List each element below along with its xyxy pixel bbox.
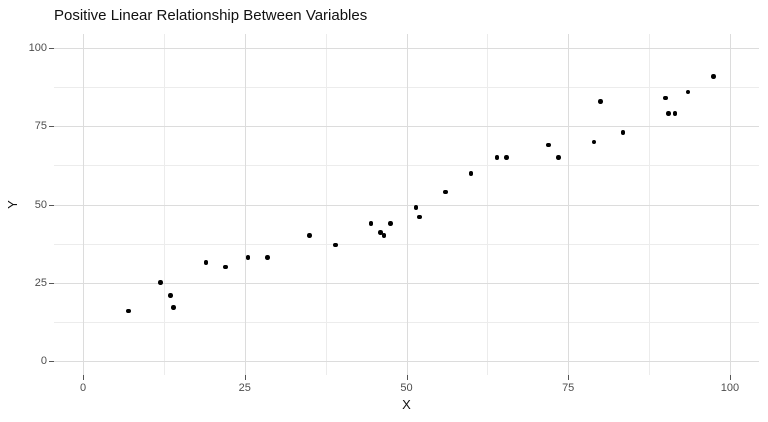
data-point-21 bbox=[556, 155, 561, 160]
x-tick-label-75: 75 bbox=[562, 382, 575, 394]
x-tick-mark-50 bbox=[406, 375, 408, 380]
y-tick-mark-100 bbox=[49, 48, 54, 50]
data-point-19 bbox=[504, 155, 510, 160]
major-gridline-y-25 bbox=[54, 282, 759, 284]
data-point-18 bbox=[494, 155, 500, 160]
data-point-13 bbox=[388, 220, 393, 226]
data-point-11 bbox=[378, 230, 383, 235]
major-gridline-y-50 bbox=[54, 204, 759, 206]
y-tick-label-75: 75 bbox=[34, 120, 47, 133]
x-tick-label-25: 25 bbox=[238, 382, 251, 394]
data-point-17 bbox=[468, 170, 474, 176]
y-tick-label-0: 0 bbox=[40, 354, 47, 367]
data-point-24 bbox=[620, 130, 626, 135]
data-point-29 bbox=[711, 73, 717, 79]
data-point-6 bbox=[245, 255, 251, 260]
y-axis-title-text: Y bbox=[4, 200, 20, 209]
x-axis-title: X bbox=[402, 397, 411, 412]
data-point-9 bbox=[333, 242, 338, 248]
x-tick-mark-25 bbox=[244, 375, 246, 380]
data-point-1 bbox=[158, 280, 163, 285]
major-gridline-y-100 bbox=[54, 48, 759, 50]
plot-panel bbox=[54, 34, 759, 375]
data-point-15 bbox=[417, 214, 422, 220]
data-point-28 bbox=[685, 89, 691, 95]
data-point-0 bbox=[126, 308, 131, 314]
data-point-20 bbox=[546, 142, 552, 148]
y-tick-mark-50 bbox=[49, 204, 54, 206]
plot-title: Positive Linear Relationship Between Var… bbox=[54, 7, 368, 24]
y-tick-label-25: 25 bbox=[34, 276, 47, 289]
x-tick-mark-100 bbox=[729, 375, 731, 380]
data-point-8 bbox=[307, 233, 312, 239]
data-point-12 bbox=[381, 233, 387, 239]
y-tick-label-50: 50 bbox=[34, 198, 47, 211]
y-axis-title: Y bbox=[4, 34, 20, 375]
y-tick-mark-75 bbox=[49, 126, 54, 128]
data-point-10 bbox=[368, 220, 374, 226]
data-point-5 bbox=[223, 264, 228, 270]
y-tick-mark-25 bbox=[49, 282, 54, 284]
data-point-22 bbox=[591, 139, 597, 145]
major-gridline-y-75 bbox=[54, 126, 759, 128]
x-tick-label-0: 0 bbox=[80, 382, 87, 394]
y-tick-mark-0 bbox=[49, 360, 54, 362]
data-point-26 bbox=[666, 111, 671, 117]
data-point-23 bbox=[598, 98, 603, 104]
data-point-14 bbox=[413, 205, 419, 210]
data-point-16 bbox=[443, 189, 448, 195]
data-point-4 bbox=[203, 260, 209, 265]
data-point-27 bbox=[672, 111, 678, 117]
major-gridline-y-0 bbox=[54, 360, 759, 362]
data-point-25 bbox=[662, 95, 668, 101]
x-tick-mark-75 bbox=[568, 375, 570, 380]
x-tick-label-50: 50 bbox=[400, 382, 413, 394]
data-point-7 bbox=[265, 255, 270, 260]
data-point-2 bbox=[168, 292, 173, 298]
y-tick-label-100: 100 bbox=[28, 42, 47, 55]
data-point-3 bbox=[171, 305, 176, 311]
x-tick-mark-0 bbox=[83, 375, 85, 380]
x-tick-label-100: 100 bbox=[720, 382, 740, 394]
